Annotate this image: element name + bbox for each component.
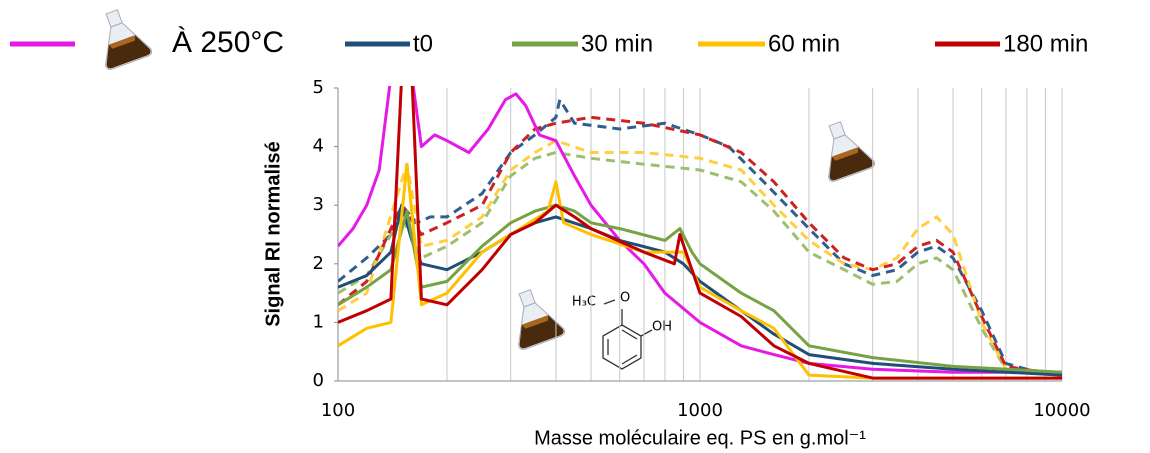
annotation: O [620,291,630,306]
annotation: OH [652,320,672,335]
y-tick-label: 5 [313,77,324,98]
chart: H₃C O OH À 250°C Signal RI normalisé Mas… [0,0,1150,453]
legend-title: À 250°C [172,26,284,59]
x-tick-label: 10000 [1033,400,1090,421]
y-tick-label: 1 [313,311,324,332]
flask-icon [812,116,876,183]
y-tick-label: 4 [313,136,324,157]
legend-label: 180 min [1003,30,1088,57]
x-tick-label: 100 [321,400,355,421]
legend-label: t0 [413,30,433,57]
annotation: H₃C [572,295,596,310]
legend-label: 30 min [581,30,653,57]
guaiacol-structure [603,300,652,369]
x-axis-label: Masse moléculaire eq. PS en g.mol⁻¹ [534,427,866,449]
y-tick-label: 0 [313,370,324,391]
y-tick-label: 2 [313,253,324,274]
legend-label: 60 min [768,30,840,57]
y-tick-label: 3 [313,194,324,215]
x-tick-label: 1000 [677,400,723,421]
flask-icon [89,4,153,71]
y-axis-label: Signal RI normalisé [262,141,284,327]
